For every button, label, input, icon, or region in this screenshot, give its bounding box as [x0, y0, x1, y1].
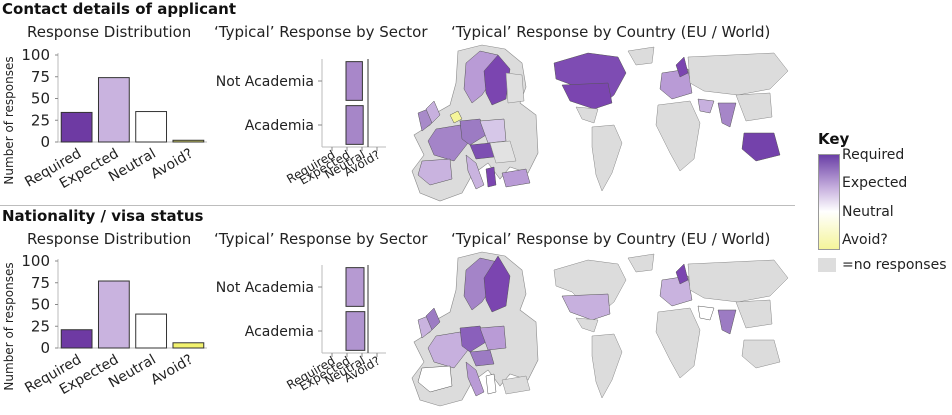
y-tick-label: 75 [31, 274, 50, 292]
key-no-response-swatch [818, 258, 836, 272]
key-label-neutral: Neutral [842, 204, 894, 220]
key-label-required: Required [842, 147, 905, 163]
bar-neutral [135, 313, 168, 349]
sector-title: ‘Typical’ Response by Sector [214, 23, 428, 41]
world-map [548, 250, 794, 408]
y-tick-label: Not Academia [216, 74, 314, 90]
bar-neutral [135, 111, 168, 143]
y-tick-label: 25 [31, 317, 50, 335]
y-tick-label: 50 [31, 296, 50, 314]
bar-expected [97, 280, 130, 349]
bar-not-academia [345, 267, 365, 307]
y-tick-label: 75 [31, 68, 50, 86]
key-label-expected: Expected [842, 175, 908, 191]
key-title: Key [818, 130, 850, 148]
y-tick-label: Academia [245, 324, 314, 340]
eu-map [410, 250, 540, 408]
bar-required [60, 111, 93, 143]
y-tick-label: 100 [21, 252, 50, 270]
bar-academia [345, 311, 366, 351]
x-tick-label: Avoid? [148, 146, 196, 183]
section-title-nationality: Nationality / visa status [2, 207, 204, 225]
bar-avoid [172, 342, 205, 349]
legend-key: Key Required Expected Neutral Avoid? =no… [818, 130, 947, 273]
y-tick-label: Academia [245, 118, 314, 134]
y-tick-label: 50 [31, 90, 50, 108]
key-label-avoid: Avoid? [842, 232, 888, 248]
eu-map [410, 43, 540, 203]
bar-expected [97, 77, 130, 143]
world-map [548, 43, 794, 203]
key-color-scale [818, 154, 840, 250]
bar-academia [345, 105, 364, 145]
section-divider [0, 205, 795, 206]
sector-chart: Not AcademiaAcademiaRequiredExpectedNeut… [216, 59, 386, 188]
country-title: ‘Typical’ Response by Country (EU / Worl… [451, 23, 771, 41]
y-tick-label: 100 [21, 46, 50, 64]
section-title-contact: Contact details of applicant [2, 0, 237, 18]
y-axis-label: Number of responses [2, 56, 16, 184]
sector-chart: Not AcademiaAcademiaRequiredExpectedNeut… [216, 265, 386, 394]
bar-avoid [172, 139, 205, 143]
distribution-title: Response Distribution [27, 230, 192, 248]
y-tick-label: 0 [40, 339, 50, 357]
y-tick-label: Not Academia [216, 280, 314, 296]
distribution-title: Response Distribution [27, 23, 192, 41]
bar-not-academia [345, 61, 363, 101]
y-tick-label: 0 [40, 133, 50, 151]
bar-required [60, 329, 93, 349]
sector-title: ‘Typical’ Response by Sector [214, 230, 428, 248]
key-label-no-response: =no responses [842, 257, 947, 273]
y-tick-label: 25 [31, 111, 50, 129]
country-title: ‘Typical’ Response by Country (EU / Worl… [451, 230, 771, 248]
y-axis-label: Number of responses [2, 262, 16, 390]
x-tick-label: Avoid? [148, 352, 196, 389]
